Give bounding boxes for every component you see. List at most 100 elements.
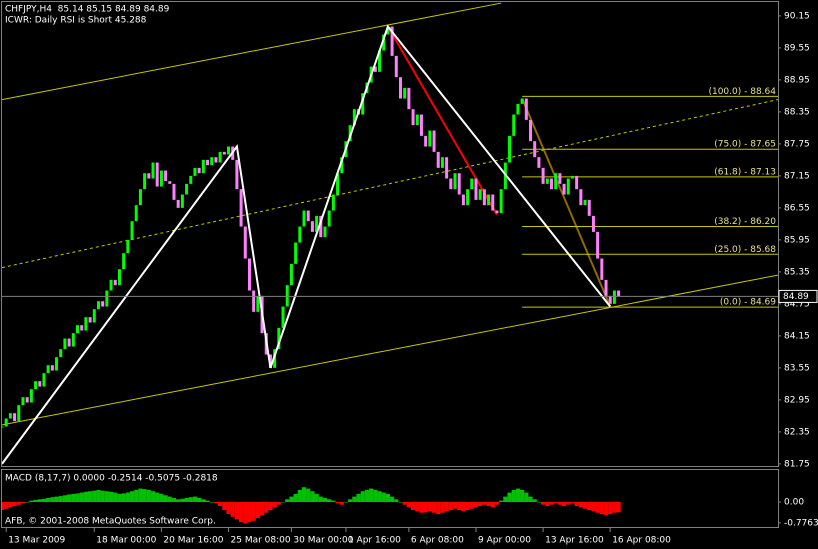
macd-bar: [247, 501, 252, 523]
candle: [218, 151, 222, 163]
macd-bar: [578, 501, 583, 508]
macd-bar: [524, 492, 529, 502]
y-tick-label: 81.75: [784, 459, 810, 469]
candle: [398, 77, 402, 99]
candle: [315, 215, 319, 232]
macd-bar: [197, 497, 202, 502]
candle: [566, 178, 570, 195]
candle: [67, 338, 71, 347]
candle: [201, 159, 205, 174]
candle: [214, 157, 218, 163]
macd-bar: [385, 493, 391, 502]
macd-bar: [180, 498, 185, 502]
macd-bar: [71, 493, 76, 502]
candle: [415, 114, 419, 126]
candle: [134, 205, 138, 222]
candle: [193, 167, 197, 176]
candle: [42, 373, 46, 387]
price-plot: (100.0) - 88.64 (75.0) - 87.65 (61.8) - 87…: [2, 2, 778, 465]
candle: [113, 279, 117, 286]
candle: [491, 194, 495, 211]
macd-bar: [176, 499, 181, 502]
macd-bar: [314, 493, 319, 502]
y-tick-label: 84.15: [784, 331, 810, 341]
macd-bar: [67, 494, 72, 502]
candle: [336, 173, 340, 195]
macd-bar: [50, 497, 55, 502]
candle: [591, 215, 595, 232]
macd-bar: [171, 497, 177, 502]
macd-bar: [582, 501, 588, 509]
macd-bar: [276, 501, 281, 505]
candle: [8, 413, 12, 419]
macd-bar: [553, 501, 558, 504]
candle: [76, 325, 80, 334]
macd-bar: [515, 488, 521, 502]
candle: [80, 325, 84, 331]
candle: [63, 338, 67, 350]
candle: [373, 66, 377, 72]
trend-line: [521, 98, 612, 307]
x-tick-label: 25 Mar 08:00: [231, 536, 291, 546]
macd-bar: [54, 496, 59, 502]
x-tick-label: 13 Mar 2009: [8, 536, 65, 546]
main-panel: [1, 1, 779, 467]
macd-bar: [272, 501, 277, 508]
macd-bar: [541, 501, 546, 505]
macd-bar: [587, 501, 592, 511]
macd-bar: [146, 489, 151, 502]
candle: [239, 189, 243, 227]
candle: [436, 151, 440, 168]
macd-bar: [431, 501, 437, 513]
candle: [55, 357, 59, 371]
macd-bar: [150, 491, 156, 502]
candle: [407, 87, 411, 110]
candle: [126, 239, 130, 254]
macd-bar: [129, 491, 135, 502]
y-tick-label: 88.95: [784, 75, 810, 85]
macd-bar: [209, 501, 214, 503]
y-tick-label: 90.15: [784, 11, 810, 21]
candle: [579, 189, 583, 206]
macd-bar: [230, 501, 235, 517]
candle: [453, 173, 457, 190]
copyright: AFB, © 2001-2008 MetaQuotes Software Cor…: [5, 517, 216, 527]
macd-bar: [339, 501, 344, 505]
candle: [524, 98, 528, 120]
candle: [21, 397, 25, 406]
macd-bar: [12, 501, 17, 507]
macd-bar: [369, 488, 374, 502]
macd-bar: [398, 501, 403, 503]
candle: [608, 295, 612, 304]
candle: [4, 418, 8, 427]
fib-label: (61.8) - 87.13: [714, 167, 776, 177]
macd-bar: [259, 501, 265, 516]
chart-title: CHFJPY,H4 85.14 85.15 84.89 84.89: [5, 5, 170, 15]
macd-bar: [389, 496, 395, 502]
last-price-label: 84.89: [783, 292, 809, 302]
y-tick-label: 82.95: [784, 395, 810, 405]
candle: [101, 301, 105, 307]
macd-bar: [184, 497, 189, 502]
candle: [59, 349, 63, 358]
macd-bar: [440, 501, 445, 513]
candle: [466, 189, 470, 206]
candle: [361, 93, 365, 115]
candle: [210, 157, 214, 166]
macd-bar: [25, 501, 30, 503]
macd-bar: [536, 501, 542, 503]
macd-bar: [306, 488, 311, 502]
macd-bar: [574, 501, 579, 507]
macd-plot: [2, 487, 621, 524]
macd-bar: [20, 501, 26, 504]
candle: [122, 253, 126, 270]
macd-bar: [335, 501, 340, 504]
x-tick-label: 13 Apr 16:00: [545, 536, 604, 546]
macd-bar: [322, 497, 328, 502]
macd-panel: [1, 469, 779, 528]
candle: [109, 279, 113, 291]
macd-bar: [507, 492, 512, 502]
candle: [319, 215, 323, 238]
candle: [46, 365, 50, 374]
candle: [512, 114, 516, 136]
